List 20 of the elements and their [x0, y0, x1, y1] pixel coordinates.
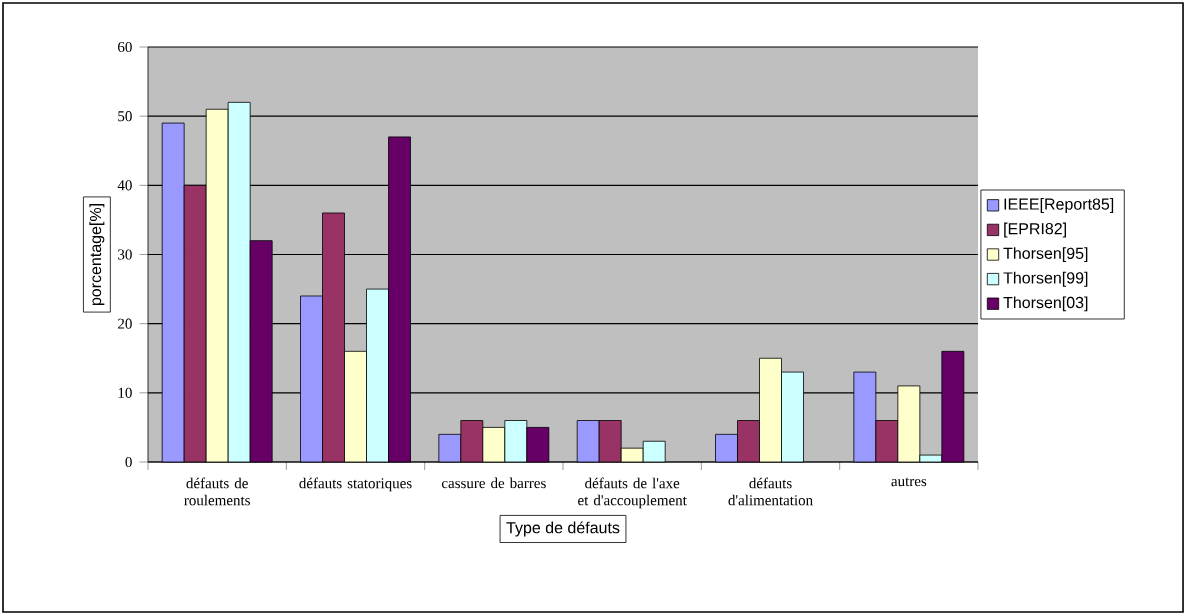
legend-label: Thorsen[99] — [1003, 271, 1088, 287]
x-tick-label: défauts statoriques — [299, 477, 412, 492]
legend-label: [EPRI82] — [1004, 222, 1066, 238]
x-tick-label: autres — [891, 477, 927, 487]
y-tick-label: 10 — [118, 387, 132, 398]
legend-label: IEEE[Report85] — [1004, 198, 1114, 213]
y-tick-label: 60 — [118, 41, 132, 53]
y-axis-title: porcentage[%] — [89, 204, 105, 306]
x-tick-label: défauts d'alimentation — [728, 477, 813, 506]
y-tick-label: 0 — [125, 456, 132, 468]
legend-label: Thorsen[03] — [1003, 296, 1088, 312]
y-tick-label: 20 — [118, 318, 132, 329]
y-tick-label: 30 — [118, 249, 132, 260]
x-tick-label: cassure de barres — [441, 477, 546, 489]
y-tick-label: 50 — [118, 111, 132, 122]
x-axis-title: Type de défauts — [506, 521, 620, 537]
y-tick-label: 40 — [117, 180, 132, 191]
x-tick-label: défauts de l'axe et d'accouplement — [578, 477, 687, 509]
x-tick-label: défauts de roulements — [184, 477, 250, 506]
legend-label: Thorsen[95] — [1003, 247, 1088, 263]
